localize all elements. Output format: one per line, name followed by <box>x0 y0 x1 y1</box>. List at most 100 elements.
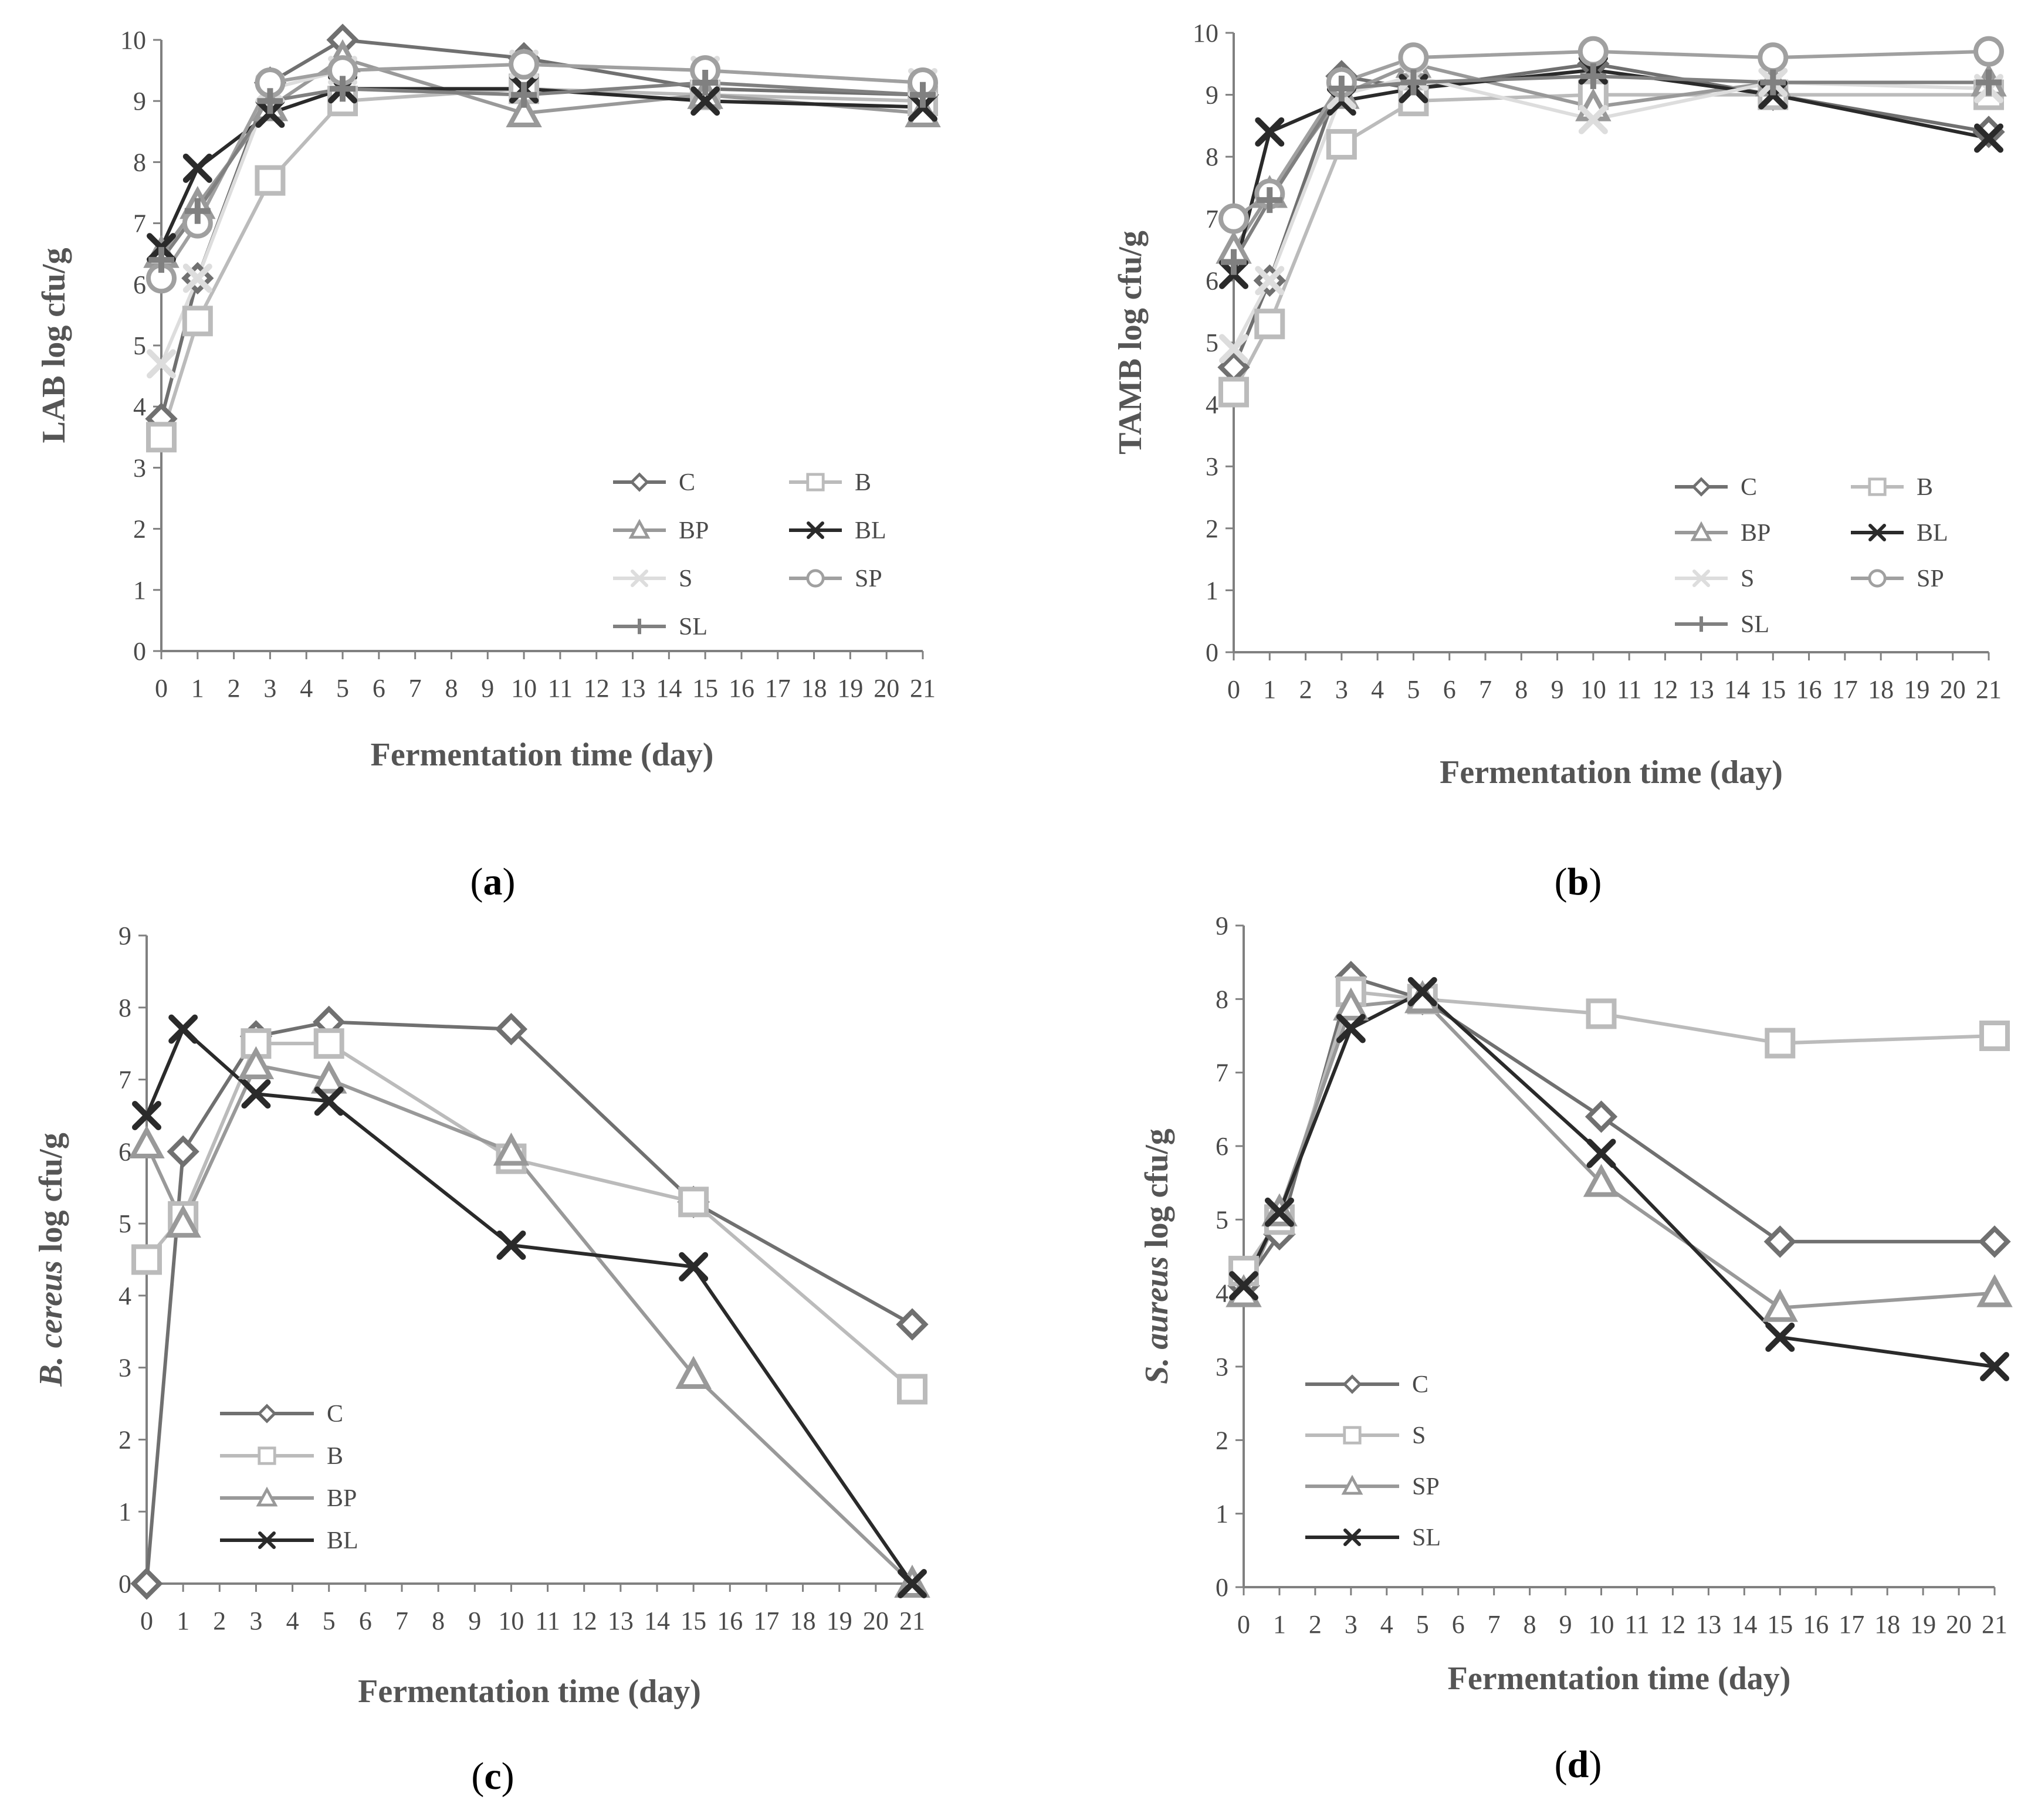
x-tick-label: 12 <box>584 674 610 703</box>
legend: CS SP SL <box>1305 1371 1441 1551</box>
legend-label: SP <box>855 565 882 592</box>
y-tick-label: 5 <box>1206 328 1218 357</box>
x-tick-label: 1 <box>1263 675 1276 704</box>
data-point-BL <box>182 153 212 183</box>
y-axis-title: B. cereus log cfu/g <box>33 1133 69 1387</box>
legend-item-SP: SP <box>1305 1473 1440 1500</box>
data-point-B <box>1254 309 1285 340</box>
data-point-SL <box>148 247 174 273</box>
x-tick-label: 18 <box>1868 675 1894 704</box>
y-axis-title-italic: B. cereus <box>33 1260 69 1387</box>
x-tick-label: 13 <box>608 1607 634 1635</box>
x-tick-label: 20 <box>1940 675 1966 704</box>
y-tick-label: 10 <box>1193 19 1218 48</box>
data-point-C <box>167 1135 199 1168</box>
y-tick-label: 6 <box>1206 266 1218 295</box>
x-tick-label: 8 <box>432 1607 445 1635</box>
x-tick-label: 14 <box>644 1607 670 1635</box>
x-tick-label: 0 <box>1227 675 1240 704</box>
legend-label: SP <box>1917 565 1944 592</box>
legend-marker-B <box>1868 477 1887 496</box>
y-axis-title-rest: log cfu/g <box>1139 1128 1175 1256</box>
x-tick-label: 20 <box>874 674 899 703</box>
data-point-SP <box>1398 42 1429 73</box>
legend-label: BL <box>855 517 886 544</box>
legend-item-B: B <box>1851 474 1933 501</box>
legend-item-BP: BP <box>220 1485 357 1512</box>
x-tick-label: 7 <box>409 674 422 703</box>
x-tick-label: 5 <box>1416 1610 1429 1639</box>
x-tick-label: 7 <box>1488 1610 1501 1639</box>
panel-label: (c) <box>471 1755 514 1798</box>
x-tick-label: 20 <box>863 1607 889 1635</box>
x-tick-label: 7 <box>1479 675 1492 704</box>
data-point-BP <box>128 1125 165 1159</box>
data-point-BL <box>1255 117 1285 147</box>
data-point-SL <box>1976 69 2002 96</box>
x-tick-label: 2 <box>1299 675 1312 704</box>
data-point-BP <box>506 94 542 128</box>
x-tick-label: 4 <box>1380 1610 1393 1639</box>
data-point-SL <box>1580 63 1606 89</box>
data-point-B <box>897 1374 927 1405</box>
legend-item-BL: BL <box>789 517 886 544</box>
y-tick-label: 6 <box>1216 1132 1228 1161</box>
legend-label: BL <box>1917 520 1948 547</box>
data-point-S <box>147 349 176 379</box>
legend: C B BP BL S SP SL <box>613 469 886 640</box>
legend-marker-SP <box>1868 569 1887 588</box>
y-tick-label: 7 <box>119 1066 131 1094</box>
y-tick-label: 2 <box>1216 1426 1228 1455</box>
data-point-SL <box>1980 1352 2009 1381</box>
x-tick-label: 6 <box>359 1607 372 1635</box>
legend-item-SP: SP <box>789 565 882 592</box>
x-tick-label: 16 <box>1796 675 1822 704</box>
y-tick-label: 1 <box>119 1497 131 1526</box>
legend-item-C: C <box>1305 1371 1428 1398</box>
series-line-SL <box>1242 989 1995 1368</box>
x-tick-label: 9 <box>1559 1610 1572 1639</box>
legend-marker-B <box>258 1446 276 1465</box>
panel-label: (b) <box>1555 860 1602 903</box>
data-point-S <box>1765 1028 1796 1059</box>
x-tick-label: 14 <box>656 674 682 703</box>
legend-item-C: C <box>1675 474 1757 501</box>
legend-marker-S <box>631 569 649 587</box>
x-tick-label: 19 <box>1904 675 1929 704</box>
data-point-B <box>678 1187 709 1218</box>
x-tick-label: 21 <box>1976 675 2002 704</box>
y-tick-label: 3 <box>133 453 146 482</box>
legend-item-SL: SL <box>1305 1524 1441 1551</box>
data-point-SL <box>257 88 283 114</box>
x-tick-label: 11 <box>535 1607 560 1635</box>
legend-marker-C <box>1691 477 1711 497</box>
legend-marker-SL <box>1343 1528 1362 1546</box>
x-tick-label: 13 <box>1688 675 1714 704</box>
x-tick-label: 6 <box>373 674 385 703</box>
data-point-C <box>495 1012 528 1046</box>
legend-item-BL: BL <box>220 1527 358 1554</box>
y-tick-label: 9 <box>1206 81 1218 110</box>
data-point-BL <box>690 86 720 116</box>
data-point-SL <box>910 82 936 108</box>
data-point-C <box>896 1308 929 1341</box>
y-tick-label: 3 <box>119 1354 131 1382</box>
x-tick-label: 12 <box>1652 675 1678 704</box>
legend-label: BL <box>327 1527 358 1554</box>
data-point-SL <box>1336 1014 1366 1043</box>
x-tick-label: 12 <box>1660 1610 1685 1639</box>
data-point-BP <box>310 1060 347 1094</box>
data-point-BL <box>898 1569 927 1598</box>
x-tick-label: 9 <box>468 1607 481 1635</box>
x-axis-title: Fermentation time (day) <box>371 737 714 773</box>
legend-label: C <box>1412 1371 1428 1398</box>
x-tick-label: 17 <box>753 1607 779 1635</box>
x-tick-label: 3 <box>249 1607 262 1635</box>
x-tick-label: 10 <box>1589 1610 1614 1639</box>
data-point-SL <box>1257 187 1283 213</box>
legend-item-S: S <box>613 565 692 592</box>
legend-item-C: C <box>613 469 695 496</box>
